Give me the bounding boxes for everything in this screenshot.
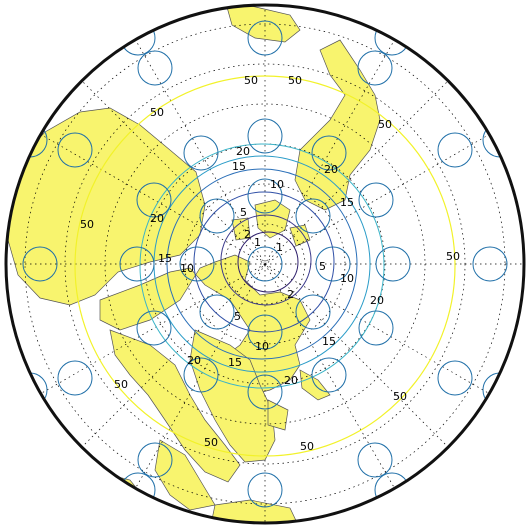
contour-label: 10 bbox=[255, 340, 269, 353]
tissot-circle bbox=[183, 357, 219, 393]
tissot-circle bbox=[357, 442, 393, 478]
tissot-circle bbox=[119, 246, 155, 282]
land-africa bbox=[7, 107, 206, 306]
tissot-circle bbox=[247, 178, 283, 214]
tissot-circle bbox=[136, 310, 172, 346]
tissot-circle bbox=[136, 182, 172, 218]
contour-label: 15 bbox=[158, 252, 172, 265]
contour-label: 10 bbox=[340, 272, 354, 285]
land-north-america bbox=[294, 39, 381, 211]
contour-label: 50 bbox=[446, 250, 460, 263]
contour-label: 15 bbox=[340, 196, 354, 209]
contour-label: 50 bbox=[378, 118, 392, 131]
contour-label: 15 bbox=[322, 335, 336, 348]
tissot-circle bbox=[199, 294, 235, 330]
contour-label: 15 bbox=[228, 356, 242, 369]
tissot-circle bbox=[57, 360, 93, 396]
contour-labels: 1 1 2 2 5 5 5 10 10 10 10 15 15 15 15 15… bbox=[80, 74, 460, 453]
land-japan-arc bbox=[267, 369, 331, 431]
contour-10 bbox=[166, 168, 358, 360]
tissot-circle bbox=[247, 374, 283, 410]
tissot-circle bbox=[357, 50, 393, 86]
tissot-circle bbox=[57, 132, 93, 168]
tissot-circle bbox=[437, 360, 473, 396]
graticule-meridian bbox=[40, 39, 490, 489]
contour-label: 20 bbox=[150, 212, 164, 225]
contour-label: 50 bbox=[80, 218, 94, 231]
contour-label: 50 bbox=[244, 74, 258, 87]
contour-label: 50 bbox=[300, 440, 314, 453]
contour-50 bbox=[74, 75, 456, 457]
tissot-circle bbox=[437, 132, 473, 168]
tissot-circle bbox=[311, 357, 347, 393]
contour-2 bbox=[220, 214, 312, 306]
tissot-circle bbox=[472, 246, 508, 282]
tissot-circle bbox=[247, 118, 283, 154]
contour-label: 50 bbox=[114, 378, 128, 391]
contour-label: 5 bbox=[234, 310, 241, 323]
contour-1 bbox=[237, 231, 299, 293]
tissot-circle bbox=[247, 246, 283, 282]
contour-label: 1 bbox=[254, 236, 261, 249]
contour-label: 50 bbox=[288, 74, 302, 87]
tissot-circle bbox=[295, 198, 331, 234]
tissot-circle bbox=[375, 246, 411, 282]
tissot-circle bbox=[22, 246, 58, 282]
map-frame bbox=[4, 3, 526, 525]
contour-label: 20 bbox=[284, 374, 298, 387]
contour-label: 1 bbox=[276, 241, 283, 254]
contour-label: 10 bbox=[180, 262, 194, 275]
contour-label: 2 bbox=[244, 228, 251, 241]
tissot-circle bbox=[247, 314, 283, 350]
tissot-circle bbox=[183, 135, 219, 171]
contour-label: 50 bbox=[150, 106, 164, 119]
tissot-circle bbox=[179, 246, 215, 282]
contour-label: 2 bbox=[287, 288, 294, 301]
tissot-circle bbox=[311, 135, 347, 171]
contour-label: 5 bbox=[319, 260, 326, 273]
land-eurasia bbox=[99, 254, 311, 483]
tissot-circle bbox=[315, 246, 351, 282]
contour-label: 20 bbox=[324, 163, 338, 176]
contour-label: 10 bbox=[270, 178, 284, 191]
tissot-circle bbox=[358, 310, 394, 346]
contour-label: 50 bbox=[393, 390, 407, 403]
graticule-meridian bbox=[40, 39, 490, 489]
contour-label: 20 bbox=[187, 354, 201, 367]
contour-label: 20 bbox=[370, 294, 384, 307]
contour-label: 50 bbox=[204, 436, 218, 449]
tissot-circle bbox=[295, 294, 331, 330]
contour-label: 15 bbox=[232, 160, 246, 173]
contour-5 bbox=[193, 191, 335, 333]
contour-20 bbox=[139, 143, 385, 389]
contour-label: 20 bbox=[236, 145, 250, 158]
tissot-circle bbox=[247, 472, 283, 508]
tissot-circle bbox=[199, 198, 235, 234]
tissot-circle bbox=[247, 20, 283, 56]
land-masses bbox=[7, 5, 381, 523]
tissot-circle bbox=[137, 442, 173, 478]
tissot-circle bbox=[137, 50, 173, 86]
contour-label: 5 bbox=[240, 206, 247, 219]
tissot-circle bbox=[358, 182, 394, 218]
